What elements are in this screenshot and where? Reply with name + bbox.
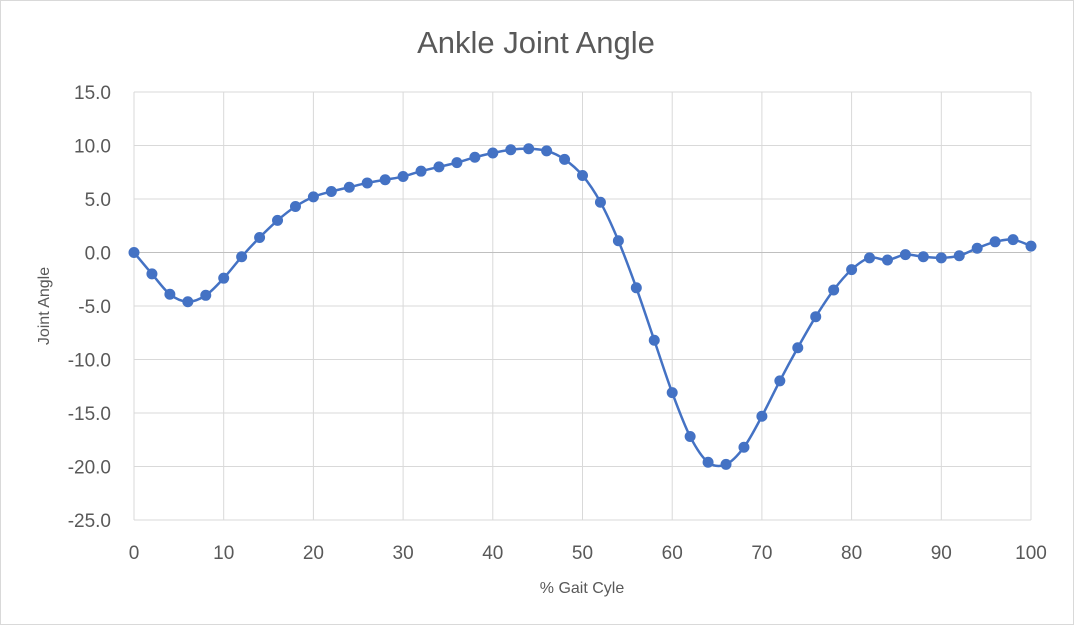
y-tick-label: -10.0 [68,351,111,372]
y-tick-label: 10.0 [74,137,111,158]
x-tick-label: 40 [482,543,503,564]
y-axis-title: Joint Angle [36,267,53,345]
data-point [559,153,571,165]
data-point [307,191,319,203]
data-point [361,177,373,189]
data-point [792,342,804,354]
data-point [720,458,732,470]
data-point [917,251,929,263]
data-point [289,200,301,212]
data-point [989,236,1001,248]
data-point [648,334,660,346]
data-point [451,157,463,169]
data-point [469,151,481,163]
data-point [433,161,445,173]
y-tick-label: -5.0 [78,297,111,318]
y-tick-label: 5.0 [85,190,111,211]
x-axis-title: % Gait Cyle [540,580,625,597]
data-point [810,311,822,323]
y-tick-label: -25.0 [68,511,111,532]
y-tick-label: -15.0 [68,404,111,425]
x-tick-label: 0 [129,543,140,564]
data-point [971,242,983,254]
data-point [935,252,947,264]
data-point [254,232,266,244]
data-point [379,174,391,186]
data-point [146,268,158,280]
series [128,143,1037,470]
y-tick-label: -20.0 [68,458,111,479]
chart-title: Ankle Joint Angle [417,25,655,60]
x-tick-label: 90 [931,543,952,564]
axes: 0 10 20 30 40 50 60 70 80 90 100 15.0 10.0 5.0 0.0 -5.0… [68,83,1047,564]
data-point [666,387,678,399]
x-tick-label: 20 [303,543,324,564]
data-point [523,143,535,155]
data-point [684,431,696,443]
x-tick-label: 10 [213,543,234,564]
data-point [864,252,876,264]
data-point [846,264,858,276]
data-point [702,456,714,468]
data-point [1025,240,1037,252]
grid [133,91,1032,521]
y-tick-label: 0.0 [85,244,111,265]
data-point [541,145,553,157]
data-point [487,147,499,159]
data-point [236,251,248,263]
data-point [397,171,409,183]
data-point [899,249,911,261]
data-point [881,254,893,266]
data-point [128,247,140,258]
data-point [577,169,588,181]
y-tick-label: 15.0 [74,83,111,104]
data-point [774,375,786,387]
data-point [505,144,517,156]
data-point [594,196,606,208]
data-point [415,165,427,177]
data-point [343,181,355,193]
data-point [200,289,212,301]
data-point [738,441,750,453]
x-tick-label: 50 [572,543,593,564]
x-tick-label: 70 [751,543,772,564]
data-point [218,272,230,284]
data-point [182,296,194,308]
data-point [953,250,965,262]
data-point [828,284,840,296]
data-point [756,410,768,422]
data-point [164,288,176,300]
data-point [612,235,624,247]
data-point [272,214,284,226]
data-point [1007,234,1019,246]
x-tick-label: 80 [841,543,862,564]
data-point [630,282,642,294]
data-point [325,186,337,198]
x-tick-label: 60 [662,543,683,564]
x-tick-label: 30 [393,543,414,564]
x-tick-label: 100 [1015,543,1047,564]
